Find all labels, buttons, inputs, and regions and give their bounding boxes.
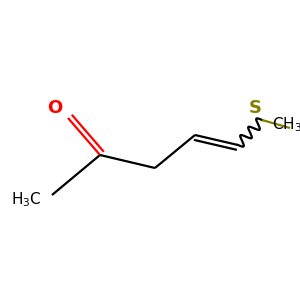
Text: CH$_3$: CH$_3$ — [272, 116, 300, 134]
Text: H$_3$C: H$_3$C — [11, 191, 42, 209]
Text: S: S — [248, 99, 262, 117]
Text: O: O — [47, 99, 63, 117]
